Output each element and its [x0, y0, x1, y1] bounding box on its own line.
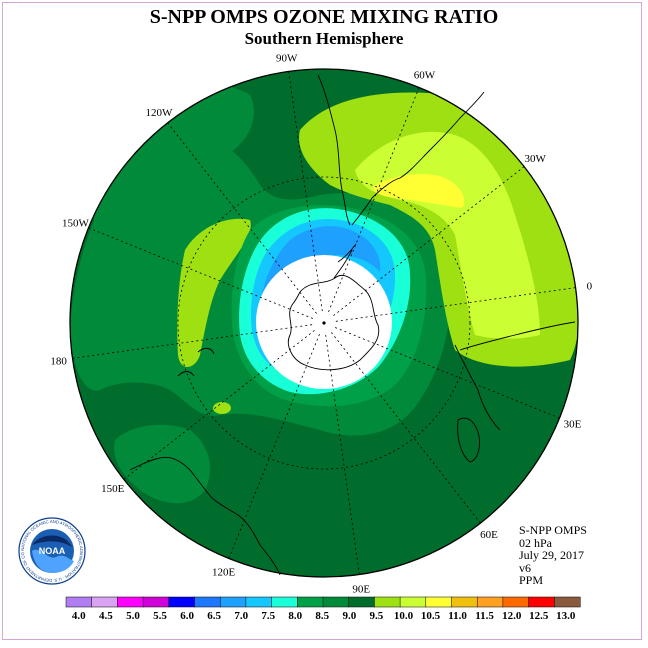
page-subtitle: Southern Hemisphere [244, 29, 404, 48]
longitude-label: 60W [414, 70, 436, 82]
colorbar-label: 11.0 [448, 610, 467, 622]
colorbar-swatch [142, 596, 170, 608]
colorbar-swatch [91, 596, 118, 608]
colorbar-swatch [245, 596, 273, 608]
coastline-madagascar [457, 417, 481, 463]
meridian-line [167, 122, 317, 314]
page-title: S-NPP OMPS OZONE MIXING RATIO [149, 6, 499, 28]
coastlines [129, 74, 576, 576]
colorbar-label: 10.5 [421, 610, 441, 622]
colorbar-label: 4.5 [99, 610, 113, 622]
south-pole-marker [322, 321, 326, 325]
colorbar-label: 8.0 [288, 610, 302, 622]
colorbar-swatch [297, 596, 324, 608]
colorbar-swatch [451, 596, 478, 608]
colorbar-swatch [476, 596, 504, 608]
latitude-circle [177, 176, 471, 470]
meridian-line [88, 227, 314, 319]
longitude-labels: 0 30E 60E 90E 120E 150E 180 150W 120W 90W 60W 30W [50, 53, 592, 596]
meridian-line [288, 71, 323, 312]
globe-outline [69, 68, 579, 578]
colorbar-swatch [554, 596, 581, 608]
colorbar-swatch [117, 596, 144, 608]
coastline-australia [129, 456, 281, 576]
colorbar-swatch [348, 596, 375, 608]
pressure-level: 02 hPa [519, 535, 552, 550]
coastline-africa [454, 321, 576, 431]
colorbar-swatch [65, 596, 93, 608]
longitude-label: 120E [212, 567, 236, 579]
colorbar-label: 9.5 [370, 610, 384, 622]
logo-bird-icon [32, 535, 72, 547]
meridian-line [72, 324, 313, 359]
field-level-9-5-spot [213, 402, 231, 414]
logo-wave-icon [32, 549, 74, 573]
longitude-label: 30W [525, 153, 547, 165]
colorbar-swatch [425, 596, 453, 608]
noaa-logo: NATIONAL OCEANIC AND ATMOSPHERIC ADMINIS… [18, 517, 86, 585]
image-frame [2, 2, 642, 640]
meridian-line [325, 334, 360, 575]
coastline-new-zealand [177, 347, 215, 377]
colorbar-label: 12.0 [502, 610, 522, 622]
colorbar-swatch [168, 596, 196, 608]
field-level-10-5 [373, 174, 465, 208]
longitude-label: 150W [62, 218, 90, 230]
colorbar-label: 13.0 [556, 610, 576, 622]
colorbar-label: 12.5 [529, 610, 549, 622]
meridian-line [123, 330, 315, 480]
colorbar-swatch [219, 596, 247, 608]
colorbar-swatch [271, 596, 298, 608]
longitude-label: 180 [50, 355, 67, 367]
colorbar-swatch [374, 596, 401, 608]
metadata-block: S-NPP OMPS 02 hPa July 29, 2017 v6 PPM [519, 524, 587, 587]
meridian-line [328, 87, 420, 313]
longitude-label: 150E [101, 483, 125, 495]
colorbar: 4.0 4.5 5.0 5.5 6.0 6.5 7.0 7.5 8.0 8.5 9.0 9.5 10.0… [65, 596, 581, 622]
coastline-south-america [317, 74, 485, 226]
meridian-line [335, 287, 576, 322]
longitude-label: 60E [480, 529, 498, 541]
instrument-label: S-NPP OMPS [519, 523, 587, 537]
colorbar-label: 5.5 [153, 610, 167, 622]
version-label: v6 [519, 560, 531, 575]
colorbar-swatch [322, 596, 350, 608]
longitude-label: 120W [146, 107, 174, 119]
meridian-line [334, 327, 560, 419]
meridian-line [331, 332, 481, 524]
longitude-label: 0 [587, 281, 593, 293]
graticule [177, 176, 471, 470]
colorbar-swatch [399, 596, 427, 608]
units-label: PPM [519, 573, 544, 587]
colorbar-label: 6.5 [207, 610, 221, 622]
colorbar-label: 8.5 [315, 610, 329, 622]
colorbar-swatch [194, 596, 221, 608]
field-level-8-5-sw [114, 424, 210, 504]
meridian-line [333, 166, 525, 316]
colorbar-label: 6.0 [180, 610, 194, 622]
colorbar-label: 4.0 [72, 610, 86, 622]
coastline-antarctica [287, 243, 380, 371]
colorbar-swatch [502, 596, 530, 608]
field-level-9-5-w [177, 218, 251, 368]
longitude-label: 90E [352, 583, 370, 595]
meridian-line [228, 333, 320, 559]
colorbar-swatch [528, 596, 555, 608]
longitude-label: 90W [276, 53, 298, 65]
colorbar-label: 9.0 [343, 610, 357, 622]
colorbar-label: 7.5 [261, 610, 275, 622]
longitude-label: 30E [564, 418, 582, 430]
meridians [72, 71, 576, 575]
colorbar-label: 10.0 [394, 610, 414, 622]
logo-text: NOAA [39, 546, 66, 556]
colorbar-label: 7.0 [234, 610, 248, 622]
colorbar-label: 11.5 [475, 610, 494, 622]
date-label: July 29, 2017 [519, 548, 585, 562]
colorbar-label: 5.0 [126, 610, 140, 622]
